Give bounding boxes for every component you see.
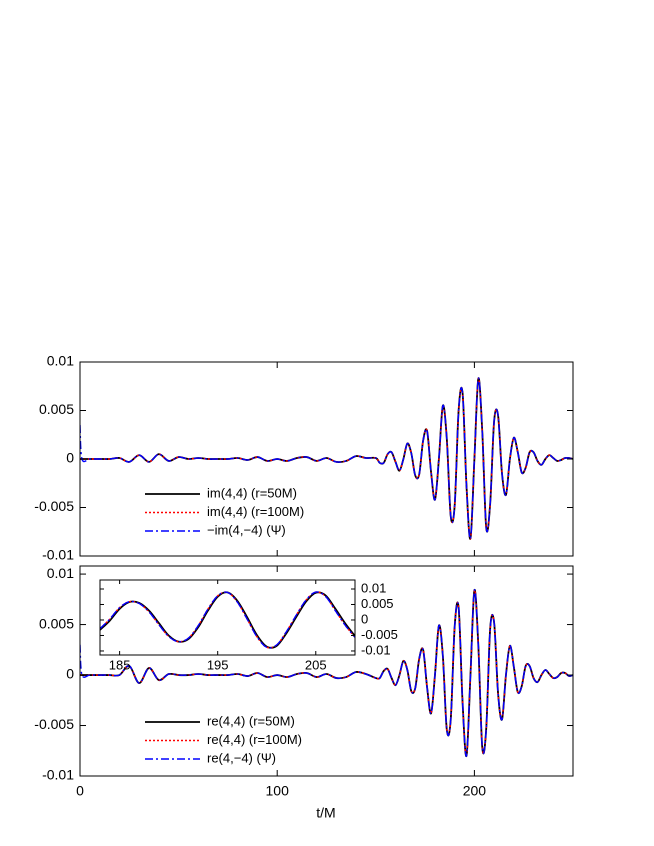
panel: 0.01 0.005 0 -0.005 -0.01 im(4,4) (r=50M) im(4… <box>34 353 574 563</box>
frame <box>99 579 356 656</box>
lines <box>100 591 355 649</box>
y-tick-label: 0.01 <box>47 353 74 369</box>
inset-background <box>100 580 355 655</box>
legend-label: re(4,4) (r=100M) <box>207 732 302 747</box>
x-tick-label: 185 <box>109 657 131 672</box>
y-tick-label: 0.005 <box>39 615 74 631</box>
data-line <box>80 589 573 757</box>
legend-label: re(4,−4) (Ψ) <box>207 750 276 765</box>
y-tick-label: -0.01 <box>42 767 74 783</box>
y-tick-label: -0.01 <box>361 642 391 657</box>
x-tick-label: 195 <box>207 657 229 672</box>
y-tick-label: -0.01 <box>42 547 74 563</box>
data-line <box>100 591 355 649</box>
x-tick-label: 100 <box>266 783 290 799</box>
y-tick-label: 0 <box>66 666 74 682</box>
x-tick-label: 205 <box>305 657 327 672</box>
data-line <box>80 589 573 757</box>
y-tick-label: 0.005 <box>361 596 394 611</box>
y-tick-label: 0.01 <box>361 580 386 595</box>
y-tick-label: 0.01 <box>47 565 74 581</box>
legend-label: −im(4,−4) (Ψ) <box>207 522 286 537</box>
y-tick-label: 0 <box>66 450 74 466</box>
y-tick-label: -0.005 <box>34 716 74 732</box>
x-tick-label: 200 <box>463 783 487 799</box>
frame <box>79 565 574 777</box>
y-tick-label: 0 <box>361 611 368 626</box>
legend-label: im(4,4) (r=100M) <box>207 504 304 519</box>
legend-label: im(4,4) (r=50M) <box>207 485 297 500</box>
legend-label: re(4,4) (r=50M) <box>207 713 295 728</box>
x-tick-label: 0 <box>76 783 84 799</box>
y-tick-label: -0.005 <box>34 498 74 514</box>
x-axis-label: t/M <box>316 805 335 821</box>
data-line <box>80 377 573 540</box>
y-tick-label: -0.005 <box>361 627 398 642</box>
y-tick-label: 0.005 <box>39 401 74 417</box>
lines <box>80 377 573 540</box>
lines <box>80 589 573 757</box>
